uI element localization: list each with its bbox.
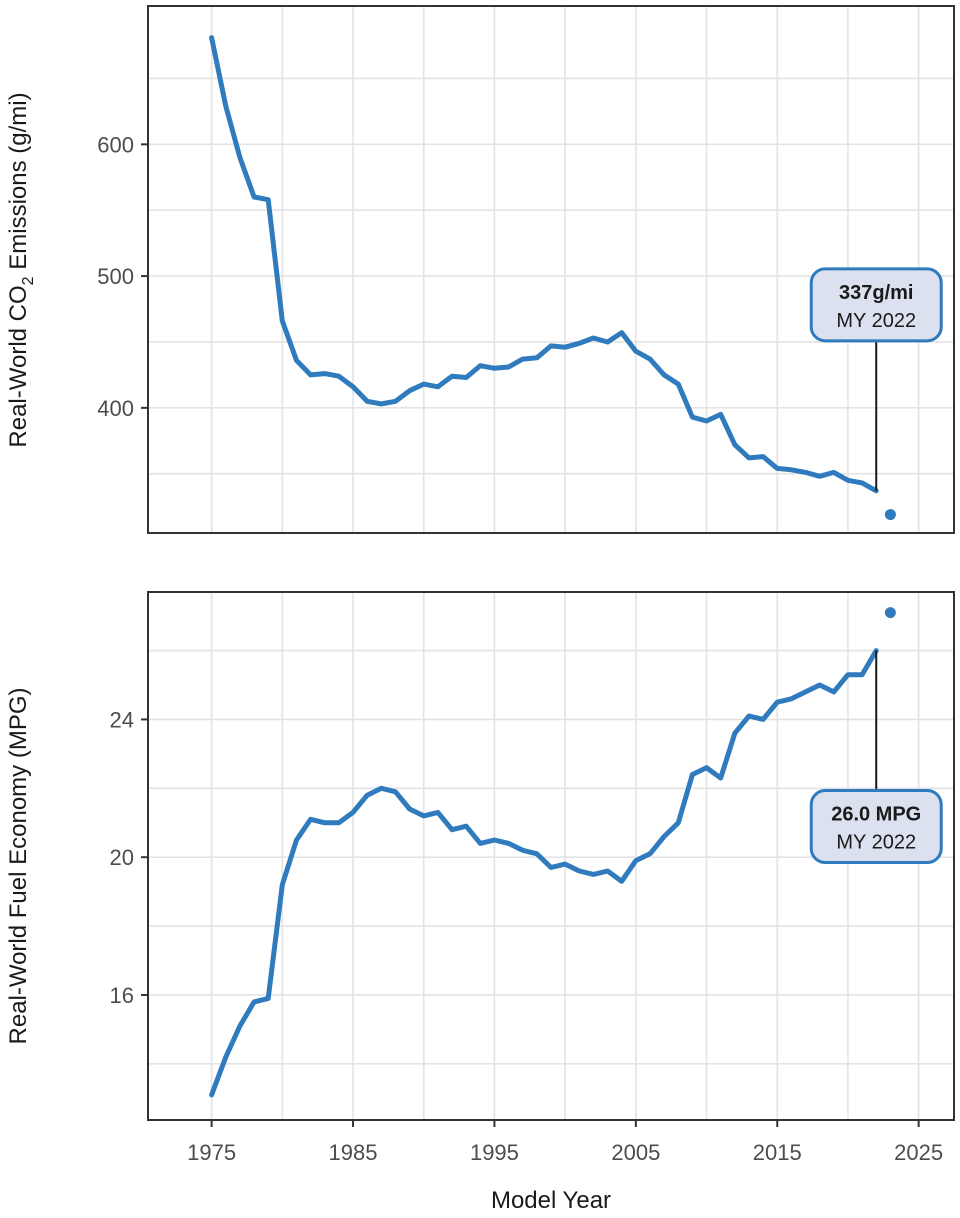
mpg-y-tick-label: 20 — [110, 845, 134, 870]
co2-y-axis-title-main: Real-World CO — [5, 285, 32, 447]
co2-y-tick-label: 400 — [97, 396, 134, 421]
mpg-annotation-year: MY 2022 — [836, 832, 916, 854]
co2-annotation-box — [809, 267, 943, 343]
mpg-preliminary-point — [884, 607, 896, 619]
mpg-annotation-value: 26.0 MPG — [831, 804, 921, 826]
mpg-y-tick-label: 16 — [110, 983, 134, 1008]
x-axis-title: Model Year — [491, 1187, 611, 1214]
co2-preliminary-point — [884, 509, 896, 521]
x-tick-label: 1985 — [329, 1140, 378, 1165]
co2-y-axis-title-subscript: 2 — [20, 276, 37, 285]
x-axis: 1975 1985 1995 2005 2015 2025 — [187, 1120, 943, 1165]
x-tick-label: 2025 — [894, 1140, 943, 1165]
co2-y-tick-label: 600 — [97, 132, 134, 157]
co2-panel: 337g/mi MY 2022 400 500 600 Real-World CO2… — [5, 5, 955, 534]
co2-y-tick-label: 500 — [97, 264, 134, 289]
co2-annotation-value: 337g/mi — [839, 282, 913, 304]
co2-y-axis: 400 500 600 — [97, 132, 148, 421]
co2-series-line — [209, 35, 879, 494]
co2-annotation-year: MY 2022 — [836, 310, 916, 332]
co2-annotation: 337g/mi MY 2022 — [809, 267, 943, 491]
mpg-panel: 26.0 MPG MY 2022 16 20 24 Real-World Fuel … — [5, 591, 955, 1121]
mpg-series-line — [209, 648, 879, 1098]
co2-y-axis-title-tail: Emissions (g/mi) — [5, 92, 32, 276]
mpg-annotation: 26.0 MPG MY 2022 — [809, 650, 943, 865]
co2-y-axis-title: Real-World CO2 Emissions (g/mi) — [5, 92, 37, 447]
mpg-y-axis-title: Real-World Fuel Economy (MPG) — [5, 688, 32, 1045]
mpg-panel-border — [147, 591, 955, 1121]
x-tick-label: 2005 — [611, 1140, 660, 1165]
mpg-y-axis: 16 20 24 — [110, 707, 148, 1008]
mpg-y-tick-label: 24 — [110, 707, 134, 732]
x-tick-label: 1995 — [470, 1140, 519, 1165]
mpg-annotation-box — [809, 789, 943, 865]
x-tick-label: 1975 — [187, 1140, 236, 1165]
co2-panel-border — [147, 5, 955, 534]
x-tick-label: 2015 — [753, 1140, 802, 1165]
